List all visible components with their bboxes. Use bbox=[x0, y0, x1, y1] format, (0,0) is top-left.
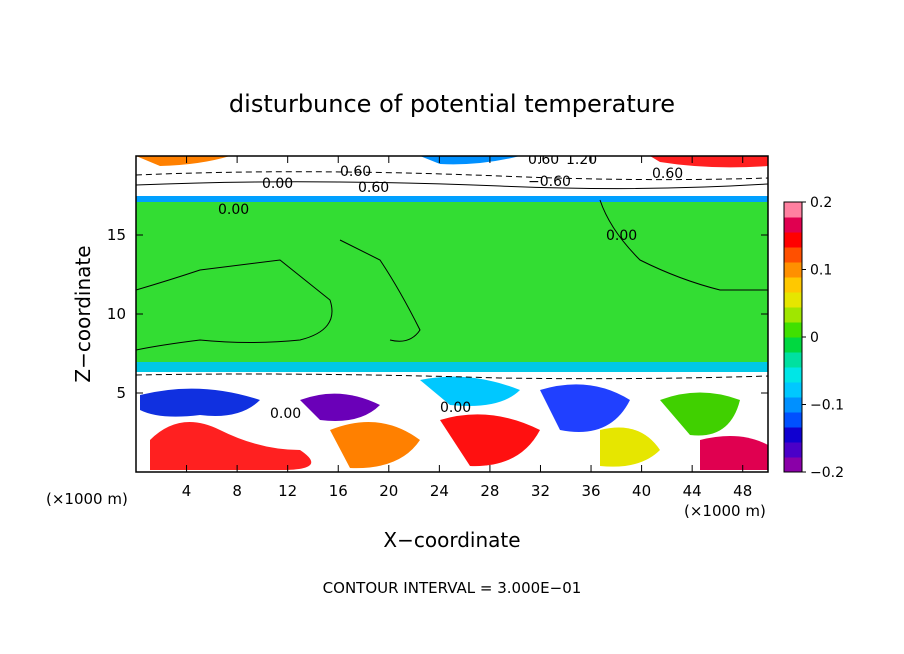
colorbar-swatch bbox=[784, 457, 802, 473]
top-anomaly-red bbox=[650, 156, 768, 168]
upper-cool-band bbox=[136, 196, 768, 202]
colorbar-tick-label: −0.1 bbox=[810, 398, 844, 414]
contour-label: −0.60 bbox=[528, 174, 571, 190]
y-axis-ticks: 5 10 15 bbox=[107, 226, 768, 402]
colorbar-swatch bbox=[784, 262, 802, 278]
x-axis-unit-right: (×1000 m) bbox=[684, 502, 766, 520]
x-tick-label: 36 bbox=[581, 482, 600, 500]
contour-label: 0.00 bbox=[606, 228, 637, 244]
colorbar-swatch bbox=[784, 247, 802, 263]
x-axis-label: X−coordinate bbox=[383, 528, 520, 552]
anomaly-patch-blue-2 bbox=[540, 384, 630, 432]
x-tick-label: 4 bbox=[182, 482, 192, 500]
colorbar-tick-label: 0.1 bbox=[810, 263, 832, 279]
contour-label: 0.60 bbox=[528, 152, 559, 168]
colorbar-swatch bbox=[784, 352, 802, 368]
x-tick-label: 24 bbox=[430, 482, 449, 500]
anomaly-patch-purple bbox=[300, 393, 380, 421]
anomaly-patch-red bbox=[150, 422, 312, 470]
anomaly-patch-green bbox=[660, 392, 740, 436]
contour-label: 0.00 bbox=[270, 406, 301, 422]
x-tick-label: 8 bbox=[232, 482, 242, 500]
contour-label: 0.60 bbox=[340, 164, 371, 180]
contour-lines bbox=[136, 171, 768, 380]
colorbar-swatch bbox=[784, 367, 802, 383]
colorbar-swatch bbox=[784, 232, 802, 248]
colorbar: 0.2 0.1 0 −0.1 −0.2 bbox=[783, 195, 844, 481]
colorbar-swatch bbox=[784, 412, 802, 428]
contour-label: 0.00 bbox=[218, 202, 249, 218]
anomaly-patch-blue bbox=[140, 388, 260, 417]
y-tick-label: 10 bbox=[107, 305, 126, 323]
x-tick-label: 12 bbox=[278, 482, 297, 500]
colorbar-tick-label: 0 bbox=[810, 330, 819, 346]
x-tick-label: 40 bbox=[632, 482, 651, 500]
anomaly-patch-cyan bbox=[420, 376, 520, 406]
x-tick-label: 44 bbox=[683, 482, 702, 500]
x-tick-label: 32 bbox=[531, 482, 550, 500]
colorbar-swatch bbox=[784, 292, 802, 308]
top-anomaly-orange bbox=[136, 156, 230, 166]
colorbar-swatch bbox=[784, 337, 802, 353]
colorbar-swatch bbox=[784, 277, 802, 293]
y-tick-label: 15 bbox=[107, 226, 126, 244]
colorbar-swatch bbox=[784, 217, 802, 233]
colorbar-tick-label: −0.2 bbox=[810, 465, 844, 481]
anomaly-patch-yellow bbox=[600, 427, 660, 467]
plot-area: 0.00 0.00 0.00 0.60 0.60 0.60 0.60 1.20 … bbox=[136, 152, 768, 472]
y-axis-label: Z−coordinate bbox=[71, 245, 95, 382]
top-anomaly-blue bbox=[420, 156, 520, 165]
x-axis-unit-left: (×1000 m) bbox=[46, 490, 128, 508]
colorbar-swatch bbox=[784, 442, 802, 458]
colorbar-swatch bbox=[784, 322, 802, 338]
contour-label: 0.00 bbox=[262, 176, 293, 192]
main-band bbox=[136, 202, 768, 362]
contour-label: 0.60 bbox=[358, 180, 389, 196]
chart-title: disturbunce of potential temperature bbox=[229, 90, 675, 118]
colorbar-swatch bbox=[784, 397, 802, 413]
contour-label: 1.20 bbox=[566, 152, 597, 168]
colorbar-swatch bbox=[784, 427, 802, 443]
contour-label: 0.60 bbox=[652, 166, 683, 182]
anomaly-patch-red-2 bbox=[440, 414, 540, 467]
anomaly-patch-magenta bbox=[700, 436, 768, 470]
x-tick-label: 20 bbox=[379, 482, 398, 500]
y-tick-label: 5 bbox=[116, 384, 126, 402]
x-tick-label: 48 bbox=[733, 482, 752, 500]
colorbar-tick-label: 0.2 bbox=[810, 195, 832, 211]
colorbar-swatch bbox=[784, 307, 802, 323]
x-tick-label: 16 bbox=[329, 482, 348, 500]
anomaly-patch-orange bbox=[330, 422, 420, 469]
x-axis-ticks: 4 8 12 16 20 24 28 32 36 40 44 48 bbox=[182, 156, 752, 500]
contour-label: 0.00 bbox=[440, 400, 471, 416]
colorbar-swatch bbox=[784, 202, 802, 218]
x-tick-label: 28 bbox=[480, 482, 499, 500]
contour-interval-note: CONTOUR INTERVAL = 3.000E−01 bbox=[323, 579, 582, 597]
colorbar-swatch bbox=[784, 382, 802, 398]
cool-band bbox=[136, 362, 768, 372]
